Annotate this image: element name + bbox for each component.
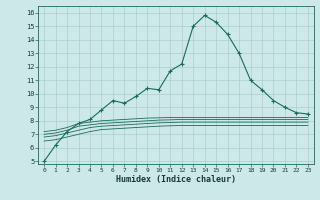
X-axis label: Humidex (Indice chaleur): Humidex (Indice chaleur) [116, 175, 236, 184]
